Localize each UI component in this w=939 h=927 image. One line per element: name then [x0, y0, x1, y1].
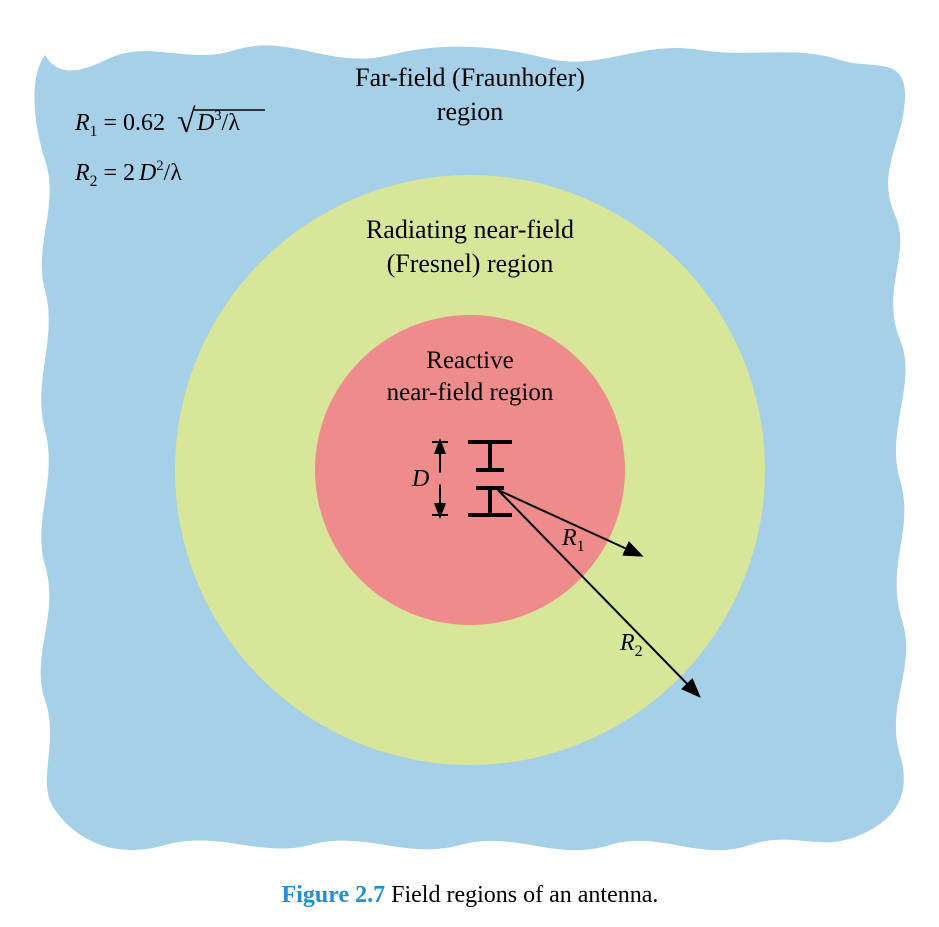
- svg-text:Reactive: Reactive: [426, 347, 513, 374]
- svg-text:Radiating near-field: Radiating near-field: [366, 215, 574, 244]
- field-regions-diagram: D R1 R2 Far-field (Fraunhofer)regionRadi…: [0, 0, 939, 927]
- svg-text:region: region: [437, 97, 503, 126]
- figure-caption: Figure 2.7 Field regions of an antenna.: [282, 882, 659, 908]
- svg-text:R1 = 0.62: R1 = 0.62: [74, 110, 165, 140]
- svg-text:D: D: [411, 466, 429, 492]
- svg-text:√: √: [177, 103, 196, 140]
- svg-text:near-field region: near-field region: [387, 379, 554, 406]
- svg-text:(Fresnel) region: (Fresnel) region: [387, 249, 554, 278]
- svg-text:Far-field (Fraunhofer): Far-field (Fraunhofer): [355, 63, 585, 92]
